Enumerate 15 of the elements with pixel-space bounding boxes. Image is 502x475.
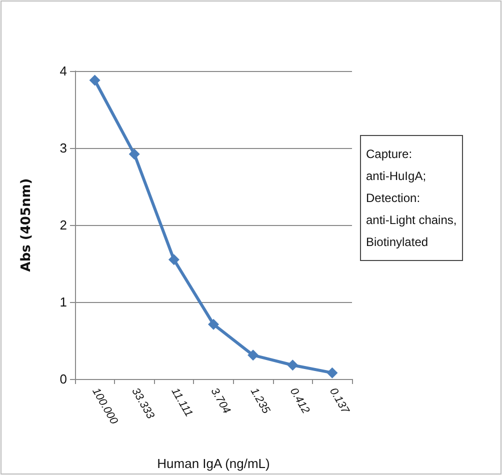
point [128, 148, 140, 160]
y-tick-label: 0 [60, 372, 67, 386]
y-tick-label: 4 [60, 64, 67, 78]
y-axis-title: Abs (405nm) [19, 178, 34, 272]
point [287, 360, 298, 371]
point [89, 74, 100, 86]
x-axis-title: Human IgA (ng/mL) [157, 456, 270, 471]
y-tick-label: 3 [60, 140, 67, 156]
point [248, 350, 259, 361]
y-tick-label: 1 [60, 294, 67, 310]
text: Capture: anti-HuIgA; Detection: anti-Light chains, Biotinylated [366, 147, 457, 249]
point [168, 254, 180, 266]
y-tick-label: 2 [60, 218, 67, 232]
point [326, 367, 338, 378]
point [208, 318, 219, 330]
